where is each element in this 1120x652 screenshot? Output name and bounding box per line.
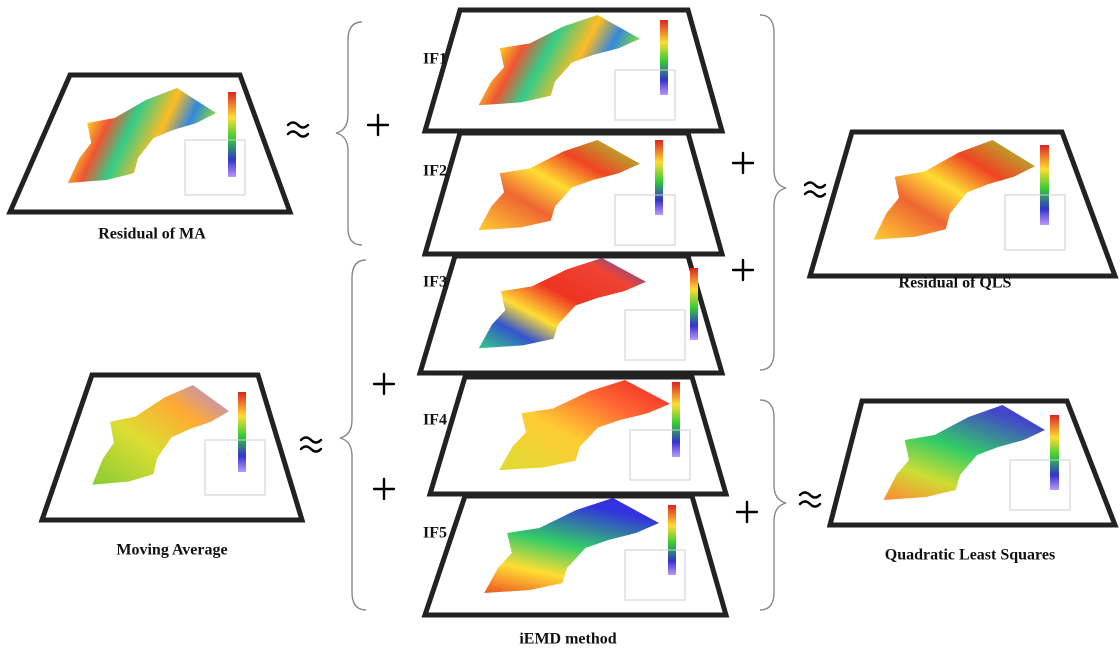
map-if3 [420, 256, 722, 373]
map-if2 [425, 133, 722, 254]
map-if1 [425, 10, 722, 131]
map-residual-ma [10, 75, 290, 212]
map-moving-average [42, 375, 302, 520]
map-residual-qls [810, 132, 1115, 276]
label: Quadratic Least Squares [885, 547, 1055, 564]
diagram: Residual of MA Moving Average IF1 IF2 IF… [0, 0, 1120, 652]
map-if4 [430, 377, 726, 494]
component-label: IF1 [423, 51, 447, 68]
component-label: IF3 [423, 274, 447, 291]
component-label: IF4 [423, 412, 447, 429]
label: Residual of MA [98, 226, 206, 243]
label: Residual of QLS [899, 275, 1012, 292]
component-label: IF5 [423, 525, 447, 542]
label: Moving Average [116, 542, 227, 559]
map-qls [830, 401, 1115, 525]
caption: iEMD method [519, 631, 616, 648]
component-label: IF2 [423, 163, 447, 180]
map-if5 [425, 496, 726, 615]
